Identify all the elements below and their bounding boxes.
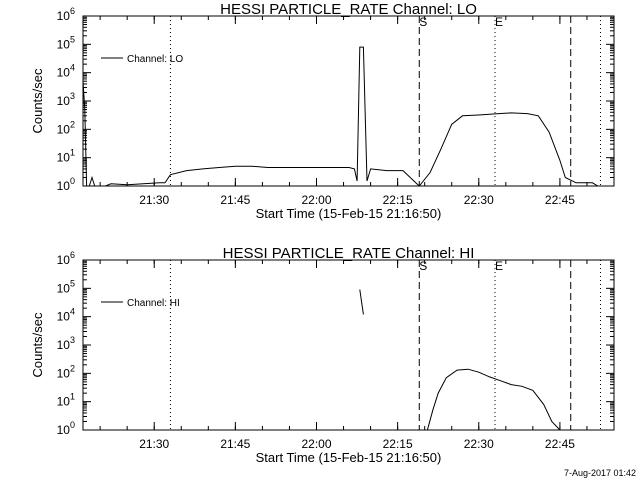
x-tick-label: 22:45 [545,193,575,207]
chart-title: HESSI PARTICLE_RATE Channel: LO [220,1,477,18]
marker-label: S [419,15,427,29]
series-line [83,46,599,186]
series-line [359,289,364,315]
plot-frame [82,259,615,431]
x-tick-label: 22:00 [301,437,331,451]
y-tick-label: 105 [57,34,75,51]
y-tick-label: 105 [57,278,75,295]
x-axis-label: Start Time (15-Feb-15 21:16:50) [256,450,442,465]
footer-timestamp: 7-Aug-2017 01:42 [563,468,636,478]
y-tick-label: 104 [57,307,75,324]
y-tick-label: 102 [57,363,75,380]
marker-label: E [495,15,503,29]
y-tick-label: 101 [57,148,75,165]
x-tick-label: 22:15 [383,437,413,451]
y-tick-label: 106 [57,6,75,23]
x-tick-label: 21:45 [220,437,250,451]
legend-label: Channel: HI [127,298,180,309]
panel-lo: HESSI PARTICLE_RATE Channel: LO 21:30 21:4… [30,1,615,221]
x-tick-label: 22:45 [545,437,575,451]
y-tick-label: 104 [57,63,75,80]
y-tick-label: 103 [57,335,75,352]
x-axis-label: Start Time (15-Feb-15 21:16:50) [256,206,442,221]
y-tick-label: 101 [57,392,75,409]
y-tick-label: 103 [57,91,75,108]
x-tick-label: 22:30 [464,193,494,207]
x-tick-label: 21:45 [220,193,250,207]
x-tick-label: 22:00 [301,193,331,207]
panel-hi: HESSI PARTICLE_RATE Channel: HI 21:30 21:4… [30,245,615,465]
marker-label: E [495,259,503,273]
y-tick-label: 102 [57,119,75,136]
chart-title: HESSI PARTICLE_RATE Channel: HI [223,245,475,262]
y-axis-label: Counts/sec [30,312,45,378]
marker-label: S [419,259,427,273]
y-tick-label: 100 [57,176,75,193]
x-tick-label: 21:30 [139,437,169,451]
series-line [426,368,561,430]
x-tick-label: 22:30 [464,437,494,451]
y-tick-label: 106 [57,250,75,267]
y-tick-label: 100 [57,420,75,437]
plot-frame [82,15,615,187]
x-tick-label: 21:30 [139,193,169,207]
y-axis-label: Counts/sec [30,68,45,134]
legend-label: Channel: LO [127,54,183,65]
x-tick-label: 22:15 [383,193,413,207]
